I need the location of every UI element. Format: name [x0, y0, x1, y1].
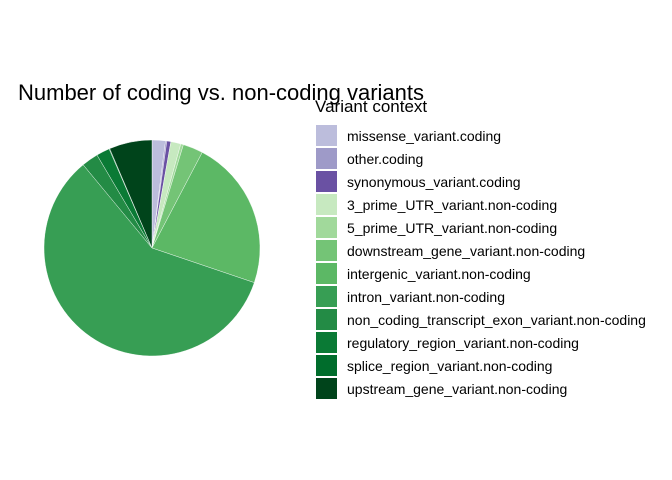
pie-slice-7: [43, 164, 255, 357]
legend-swatch-7: [316, 286, 337, 307]
legend-label-6: intergenic_variant.non-coding: [347, 266, 531, 282]
legend-swatch-3: [316, 194, 337, 215]
legend-label-5: downstream_gene_variant.non-coding: [347, 243, 586, 259]
legend-label-0: missense_variant.coding: [347, 128, 502, 144]
legend-swatch-2: [316, 171, 337, 192]
legend-label-3: 3_prime_UTR_variant.non-coding: [347, 197, 558, 213]
pie-slices: [43, 139, 261, 357]
legend-swatch-9: [316, 332, 337, 353]
legend-swatch-11: [316, 378, 337, 399]
legend-label-1: other.coding: [347, 151, 424, 167]
legend-label-2: synonymous_variant.coding: [347, 174, 521, 190]
legend-label-10: splice_region_variant.non-coding: [347, 358, 553, 374]
chart-title: Number of coding vs. non-coding variants: [18, 80, 424, 105]
legend-swatch-4: [316, 217, 337, 238]
legend-swatch-6: [316, 263, 337, 284]
legend-swatch-5: [316, 240, 337, 261]
legend-label-9: regulatory_region_variant.non-coding: [347, 335, 579, 351]
legend-label-11: upstream_gene_variant.non-coding: [347, 381, 568, 397]
legend-label-8: non_coding_transcript_exon_variant.non-c…: [347, 312, 646, 328]
legend-title: Variant context: [315, 97, 428, 116]
pie-slice-11: [109, 139, 153, 249]
legend-swatch-8: [316, 309, 337, 330]
legend-label-7: intron_variant.non-coding: [347, 289, 505, 305]
legend-label-4: 5_prime_UTR_variant.non-coding: [347, 220, 558, 236]
legend-swatch-1: [316, 148, 337, 169]
legend-swatch-10: [316, 355, 337, 376]
pie-slice-6: [151, 152, 261, 283]
legend-swatch-0: [316, 125, 337, 146]
